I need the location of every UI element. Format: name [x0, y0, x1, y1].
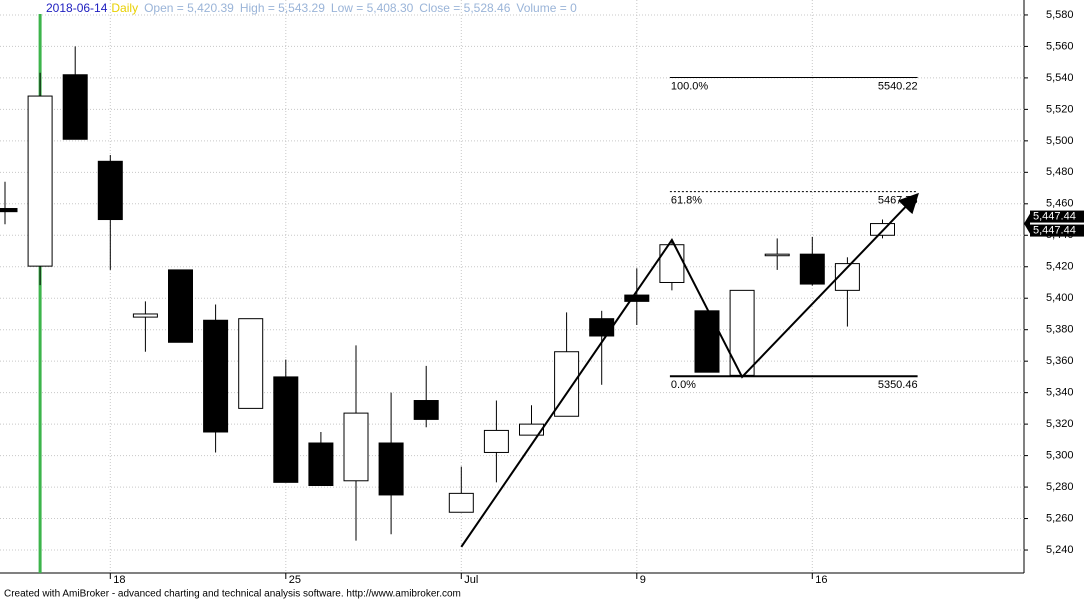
candle-body: [378, 442, 404, 496]
price-pointer: [1024, 213, 1030, 234]
candle-body: [483, 429, 509, 453]
y-tick-label: 5,540: [1046, 72, 1074, 84]
y-tick-label: 5,280: [1046, 481, 1074, 493]
header-interval: Daily: [111, 1, 138, 15]
footer: Created with AmiBroker - advanced charti…: [4, 589, 461, 600]
candle-body: [343, 412, 369, 482]
header-high: High = 5,543.29: [240, 1, 325, 15]
y-tick-label: 5,580: [1046, 9, 1074, 21]
header-low: Low = 5,408.30: [331, 1, 414, 15]
price-box: [1030, 210, 1084, 223]
y-tick-label: 5,260: [1046, 512, 1074, 524]
x-tick-label: 18: [113, 574, 125, 586]
zigzag-arrow: [460, 192, 919, 548]
x-tick-label: Jul: [464, 574, 478, 586]
candle-body: [203, 319, 229, 433]
header-volume: Volume = 0: [516, 1, 577, 15]
y-tick-label: 5,320: [1046, 418, 1074, 430]
y-tick-label: 5,500: [1046, 135, 1074, 147]
y-tick-label: 5,400: [1046, 292, 1074, 304]
candle-body: [624, 294, 650, 302]
candle-body: [519, 423, 544, 436]
y-tick-label: 5,300: [1046, 450, 1074, 462]
y-tick-label: 5,480: [1046, 166, 1074, 178]
y-tick-label: 5,460: [1046, 198, 1074, 210]
candle-body: [308, 442, 334, 486]
y-tick-label: 5,240: [1046, 544, 1074, 556]
header-open: Open = 5,420.39: [144, 1, 234, 15]
candle-body: [273, 376, 299, 483]
y-tick-label: 5,380: [1046, 324, 1074, 336]
fib-label: 100.0%: [671, 80, 709, 92]
fib-label: 61.8%: [671, 195, 702, 207]
candle-body: [413, 400, 439, 420]
header: 2018-06-14 Daily Open = 5,420.39 High = 5,5…: [46, 1, 577, 15]
candle-body: [659, 244, 685, 283]
candle-body: [799, 253, 825, 285]
header-close: Close = 5,528.46: [419, 1, 510, 15]
candle-body: [448, 492, 474, 513]
candle-body: [870, 223, 895, 236]
candle-body: [694, 310, 720, 373]
price-label: 5,447.44: [1033, 210, 1076, 222]
y-tick-label: 5,560: [1046, 40, 1074, 52]
y-tick-label: 5,520: [1046, 103, 1074, 115]
x-tick-label: 9: [640, 574, 646, 586]
y-tick-label: 5,420: [1046, 261, 1074, 273]
y-tick-label: 5,360: [1046, 355, 1074, 367]
x-tick-label: 25: [289, 574, 301, 586]
x-tick-label: 16: [815, 574, 827, 586]
header-date: 2018-06-14: [46, 1, 108, 15]
candle-body: [589, 318, 615, 337]
candle-body: [168, 269, 193, 343]
candle-body: [764, 253, 790, 257]
candle-body: [0, 208, 18, 213]
price-box: [1030, 224, 1084, 237]
candle-body: [554, 351, 580, 417]
candle-body: [27, 95, 53, 267]
candle-body: [62, 74, 88, 140]
fib-value: 5350.46: [878, 379, 918, 391]
fib-label: 0.0%: [671, 379, 696, 391]
candle-body: [97, 160, 123, 221]
candle-body: [238, 318, 264, 409]
fib-value: 5540.22: [878, 80, 918, 92]
price-label: 5,447.44: [1033, 224, 1076, 236]
y-tick-label: 5,340: [1046, 387, 1074, 399]
candle-body: [132, 313, 158, 318]
